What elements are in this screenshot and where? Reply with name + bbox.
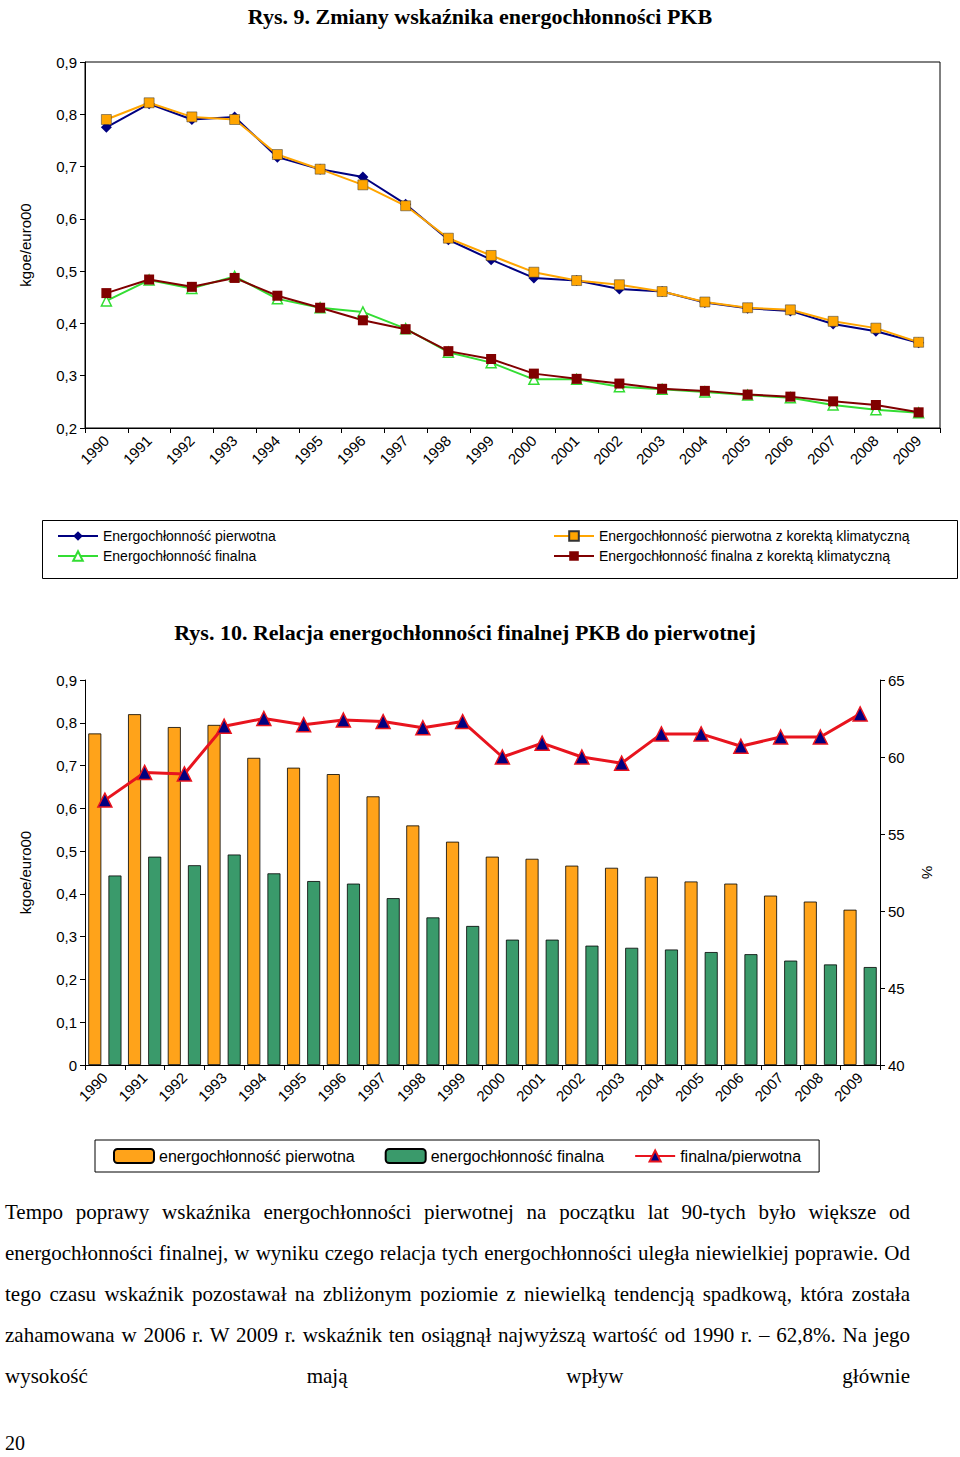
svg-text:0,9: 0,9	[56, 54, 77, 71]
svg-text:energochłonność pierwotna: energochłonność pierwotna	[159, 1148, 355, 1165]
svg-text:0,1: 0,1	[56, 1014, 77, 1031]
svg-text:2003: 2003	[592, 1069, 628, 1105]
svg-text:60: 60	[888, 749, 905, 766]
svg-text:40: 40	[888, 1057, 905, 1074]
svg-text:0,2: 0,2	[56, 420, 77, 437]
svg-text:Energochłonność pierwotna z ko: Energochłonność pierwotna z korektą klim…	[599, 528, 910, 544]
svg-text:0,7: 0,7	[56, 158, 77, 175]
svg-text:0,8: 0,8	[56, 106, 77, 123]
svg-text:50: 50	[888, 903, 905, 920]
svg-text:Energochłonność finalna z kore: Energochłonność finalna z korektą klimat…	[599, 548, 890, 564]
svg-text:2002: 2002	[552, 1069, 588, 1105]
svg-text:2002: 2002	[590, 432, 626, 468]
svg-text:1996: 1996	[333, 432, 369, 468]
svg-text:2008: 2008	[846, 432, 882, 468]
html-text:20: 20	[5, 1432, 25, 1454]
svg-text:kgoe/euro00: kgoe/euro00	[17, 203, 34, 286]
svg-text:0,6: 0,6	[56, 800, 77, 817]
svg-text:2008: 2008	[791, 1069, 827, 1105]
svg-text:energochłonność finalna: energochłonność finalna	[431, 1148, 605, 1165]
svg-text:0,3: 0,3	[56, 367, 77, 384]
svg-text:2004: 2004	[632, 1069, 668, 1105]
svg-text:1995: 1995	[274, 1069, 310, 1105]
svg-text:55: 55	[888, 826, 905, 843]
svg-text:0,2: 0,2	[56, 971, 77, 988]
svg-text:0,4: 0,4	[56, 885, 77, 902]
svg-text:Energochłonność pierwotna: Energochłonność pierwotna	[103, 528, 276, 544]
svg-text:1992: 1992	[162, 432, 198, 468]
svg-text:2006: 2006	[761, 432, 797, 468]
svg-text:0,6: 0,6	[56, 210, 77, 227]
svg-text:2007: 2007	[804, 432, 840, 468]
svg-text:1996: 1996	[314, 1069, 350, 1105]
svg-text:2009: 2009	[831, 1069, 867, 1105]
svg-text:Rys. 9. Zmiany wskaźnika energ: Rys. 9. Zmiany wskaźnika energochłonnośc…	[248, 4, 713, 29]
svg-text:finalna/pierwotna: finalna/pierwotna	[680, 1148, 801, 1165]
svg-text:0,3: 0,3	[56, 928, 77, 945]
svg-text:1997: 1997	[354, 1069, 390, 1105]
svg-text:65: 65	[888, 672, 905, 689]
svg-text:0: 0	[69, 1057, 77, 1074]
svg-text:kgoe/euro00: kgoe/euro00	[17, 831, 34, 914]
svg-text:1991: 1991	[115, 1069, 151, 1105]
svg-text:1993: 1993	[195, 1069, 231, 1105]
svg-text:1990: 1990	[77, 432, 113, 468]
svg-text:Rys. 10. Relacja energochłonno: Rys. 10. Relacja energochłonności finaln…	[174, 620, 756, 645]
svg-text:1994: 1994	[234, 1069, 270, 1105]
svg-text:1994: 1994	[248, 432, 284, 468]
svg-text:1993: 1993	[205, 432, 241, 468]
svg-text:1999: 1999	[462, 432, 498, 468]
html-text:Tempo poprawy wskaźnika energo: Tempo poprawy wskaźnika energochłonności…	[5, 1200, 910, 1388]
svg-text:2005: 2005	[672, 1069, 708, 1105]
svg-text:%: %	[919, 866, 936, 879]
svg-text:2001: 2001	[513, 1069, 549, 1105]
svg-text:1998: 1998	[419, 432, 455, 468]
svg-text:2007: 2007	[751, 1069, 787, 1105]
svg-text:0,5: 0,5	[56, 263, 77, 280]
svg-text:2000: 2000	[473, 1069, 509, 1105]
svg-text:45: 45	[888, 980, 905, 997]
svg-text:2004: 2004	[675, 432, 711, 468]
svg-text:2006: 2006	[711, 1069, 747, 1105]
svg-text:2005: 2005	[718, 432, 754, 468]
svg-text:0,7: 0,7	[56, 757, 77, 774]
svg-text:0,5: 0,5	[56, 843, 77, 860]
svg-text:1995: 1995	[291, 432, 327, 468]
svg-text:1992: 1992	[155, 1069, 191, 1105]
svg-text:1991: 1991	[120, 432, 156, 468]
svg-text:0,9: 0,9	[56, 672, 77, 689]
svg-text:2003: 2003	[633, 432, 669, 468]
svg-text:0,4: 0,4	[56, 315, 77, 332]
svg-text:1999: 1999	[433, 1069, 469, 1105]
svg-text:1990: 1990	[75, 1069, 111, 1105]
svg-text:Energochłonność finalna: Energochłonność finalna	[103, 548, 257, 564]
svg-text:1997: 1997	[376, 432, 412, 468]
svg-text:1998: 1998	[393, 1069, 429, 1105]
svg-text:2001: 2001	[547, 432, 583, 468]
svg-text:0,8: 0,8	[56, 714, 77, 731]
svg-text:2000: 2000	[504, 432, 540, 468]
svg-text:2009: 2009	[889, 432, 925, 468]
